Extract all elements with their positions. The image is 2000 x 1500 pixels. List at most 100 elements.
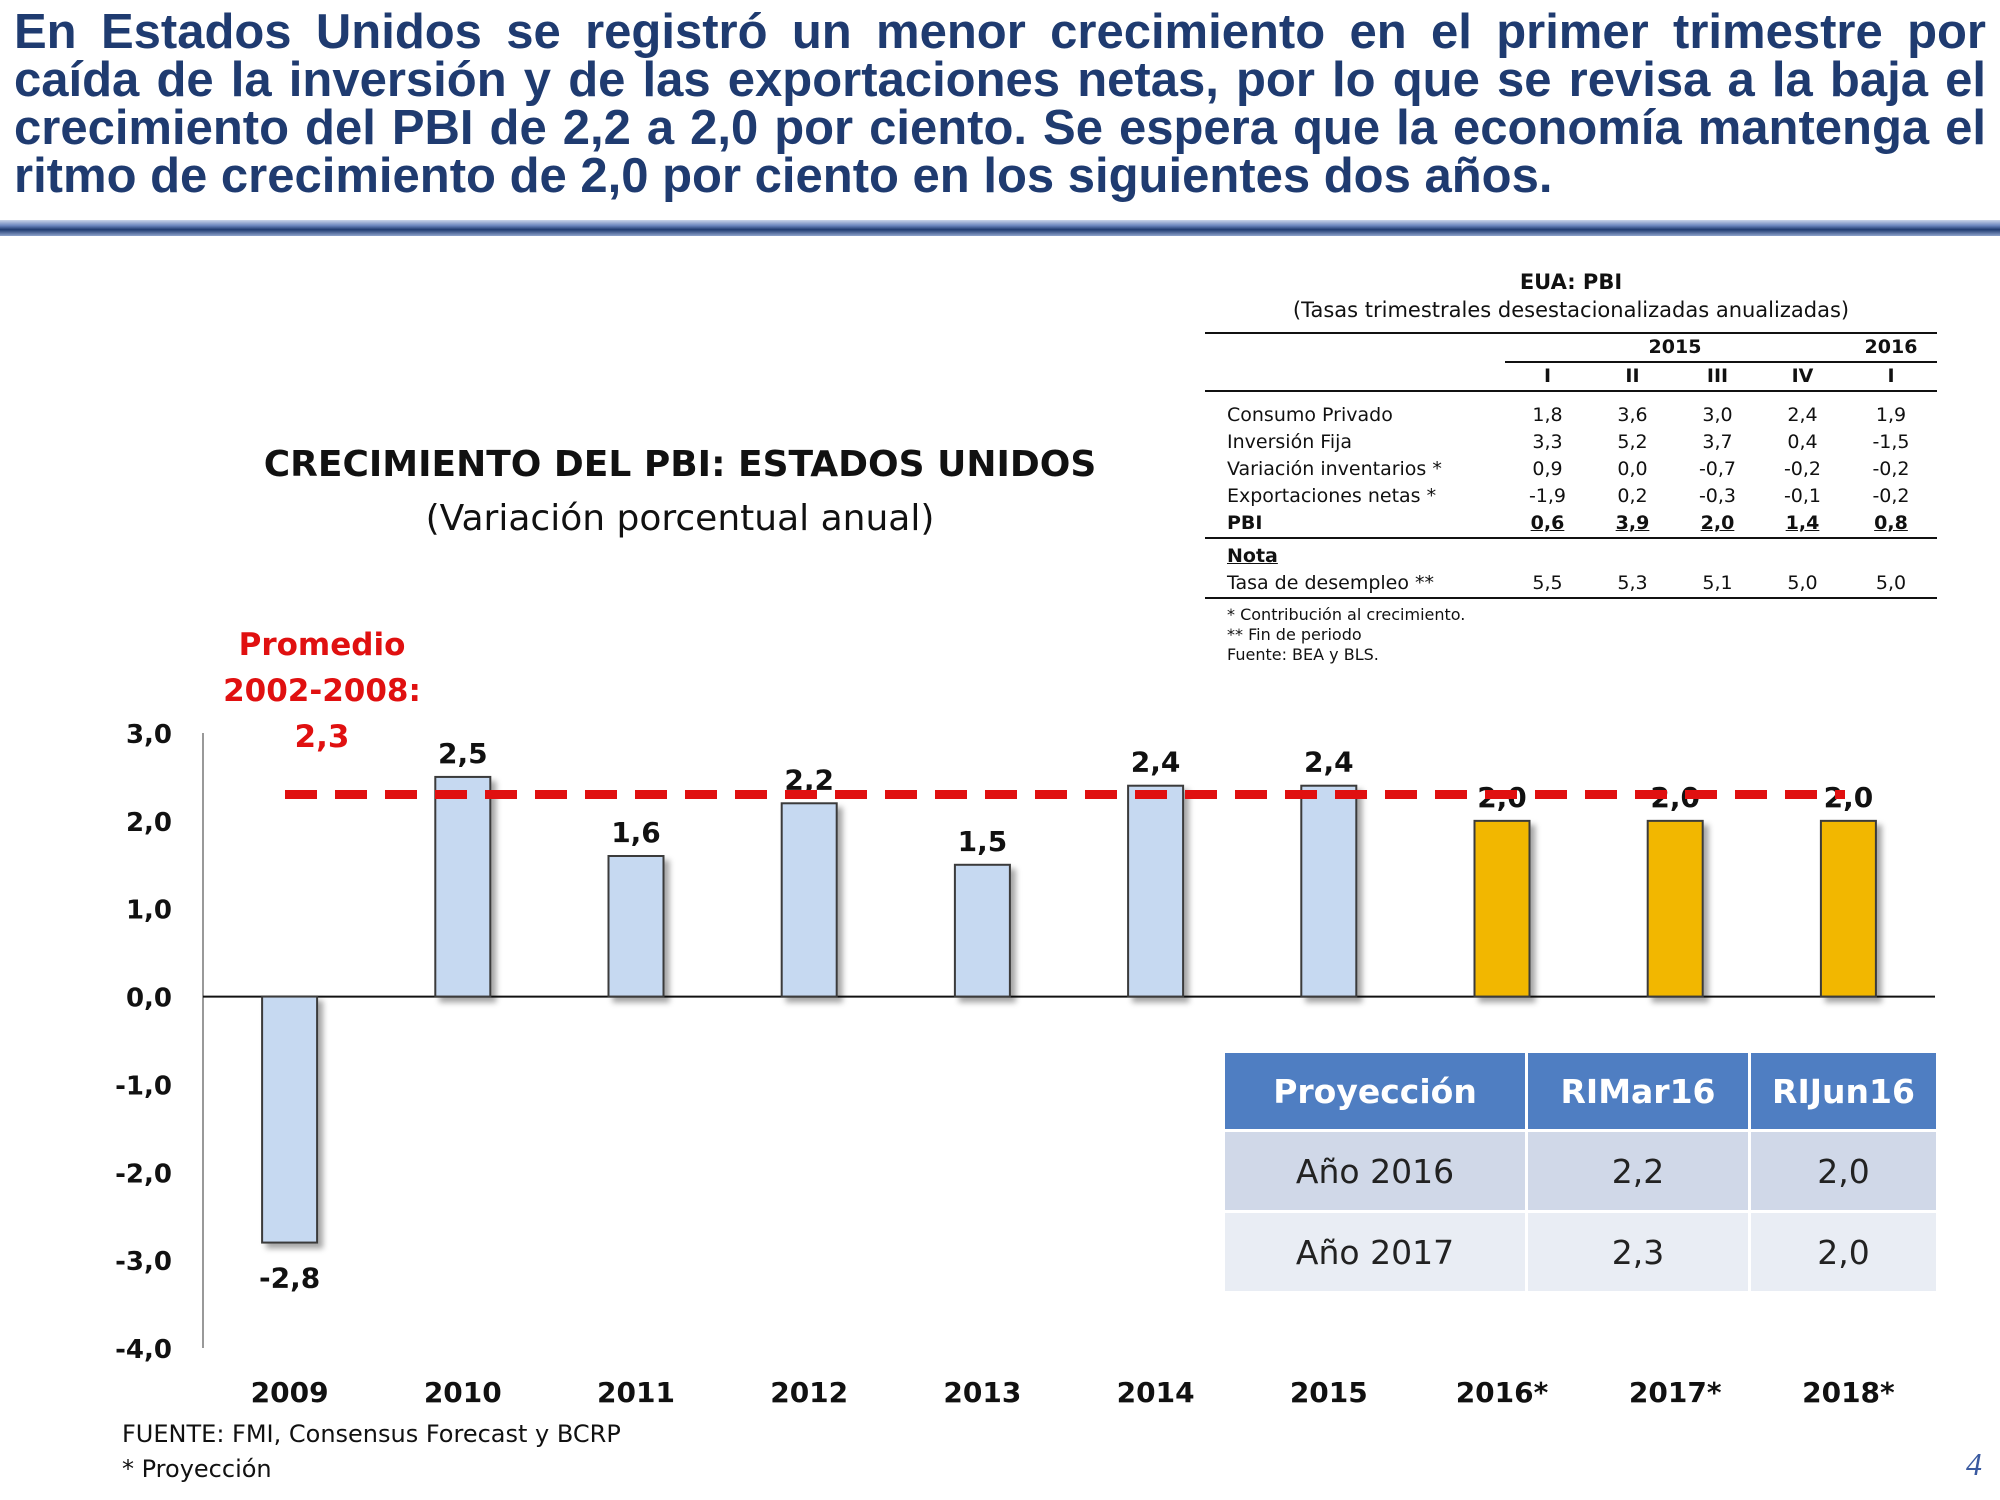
average-label-line2: 2002-2008: bbox=[223, 673, 421, 709]
footnote: ** Fin de periodo bbox=[1227, 625, 1362, 644]
x-axis-labels: 2009 2010 2011 2012 2013 2014 2015 2016* 2017* 20… bbox=[251, 1376, 1895, 1409]
cell: 2,0 bbox=[1751, 1132, 1936, 1210]
y-tick-label: 2,0 bbox=[126, 808, 172, 838]
pbi-row: PBI 0,6 3,9 2,0 1,4 0,8 bbox=[1205, 510, 1937, 538]
cell: -0,7 bbox=[1698, 458, 1737, 480]
cell: 3,0 bbox=[1702, 404, 1733, 426]
cell: 3,7 bbox=[1702, 431, 1733, 453]
cell: -0,2 bbox=[1872, 485, 1910, 507]
bar-2018-proj bbox=[1819, 819, 1877, 998]
cell: -0,1 bbox=[1783, 485, 1822, 507]
cell: 0,6 bbox=[1530, 512, 1565, 534]
row-label: PBI bbox=[1227, 512, 1263, 534]
cell: 0,0 bbox=[1617, 458, 1648, 480]
cell: 1,4 bbox=[1785, 512, 1820, 534]
cell: 0,4 bbox=[1787, 431, 1818, 453]
x-tick-label: 2009 bbox=[251, 1376, 329, 1409]
row-label: Exportaciones netas * bbox=[1227, 485, 1437, 507]
cell: -1,9 bbox=[1528, 485, 1567, 507]
cell: 0,9 bbox=[1532, 458, 1563, 480]
bar-2016-proj bbox=[1473, 819, 1531, 998]
x-tick-label: 2018* bbox=[1802, 1376, 1895, 1409]
table-row: Año 2017 2,3 2,0 bbox=[1225, 1213, 1936, 1291]
projection-note: * Proyección bbox=[122, 1455, 272, 1483]
chart-title: CRECIMIENTO DEL PBI: ESTADOS UNIDOS bbox=[263, 444, 1097, 485]
y-tick-label: 1,0 bbox=[126, 896, 172, 926]
table-row: Consumo Privado 1,8 3,6 3,0 2,4 1,9 bbox=[1205, 402, 1937, 429]
chart-subtitle: (Variación porcentual anual) bbox=[425, 498, 935, 539]
x-tick-label: 2011 bbox=[597, 1376, 675, 1409]
cell: 5,0 bbox=[1787, 572, 1818, 594]
chart-title-block: CRECIMIENTO DEL PBI: ESTADOS UNIDOS (Var… bbox=[180, 438, 1180, 546]
row-label: Tasa de desempleo ** bbox=[1227, 572, 1435, 594]
table-row: Variación inventarios * 0,9 0,0 -0,7 -0,… bbox=[1205, 456, 1937, 483]
header-divider bbox=[0, 220, 2000, 236]
x-tick-label: 2014 bbox=[1117, 1376, 1195, 1409]
value-label: 2,4 bbox=[1304, 746, 1354, 779]
cell: 5,3 bbox=[1617, 572, 1648, 594]
row-label: Consumo Privado bbox=[1227, 404, 1393, 426]
cell: -0,2 bbox=[1783, 458, 1822, 480]
footnote: * Contribución al crecimiento. bbox=[1227, 605, 1466, 624]
bar-2014 bbox=[1127, 784, 1185, 998]
bar-2010 bbox=[434, 775, 492, 998]
value-label: 2,0 bbox=[1824, 781, 1874, 814]
value-label: 2,5 bbox=[438, 737, 488, 770]
projection-header: RIJun16 bbox=[1751, 1053, 1936, 1129]
table-row: Inversión Fija 3,3 5,2 3,7 0,4 -1,5 bbox=[1205, 429, 1937, 456]
cell: 2,0 bbox=[1751, 1213, 1936, 1291]
value-label: 1,5 bbox=[958, 825, 1008, 858]
bar-2015 bbox=[1300, 784, 1358, 998]
quarterly-table-grid: 2015 2016 I II III IV I Consumo Privado … bbox=[1205, 332, 1937, 605]
y-tick-label: 0,0 bbox=[126, 984, 172, 1014]
source-line: FUENTE: FMI, Consensus Forecast y BCRP bbox=[122, 1420, 621, 1448]
x-tick-label: 2010 bbox=[424, 1376, 502, 1409]
y-tick-label: -1,0 bbox=[115, 1071, 172, 1101]
cell: 5,1 bbox=[1702, 572, 1733, 594]
bar-2017-proj bbox=[1646, 819, 1704, 998]
cell: 5,5 bbox=[1532, 572, 1563, 594]
y-tick-label: -3,0 bbox=[115, 1247, 172, 1277]
bar-2011 bbox=[607, 855, 665, 998]
bar-2012 bbox=[780, 802, 838, 998]
cell: Año 2017 bbox=[1225, 1213, 1525, 1291]
cell: 3,6 bbox=[1617, 404, 1648, 426]
bar-2013 bbox=[953, 863, 1011, 998]
cell: 2,4 bbox=[1787, 404, 1818, 426]
cell: 1,9 bbox=[1875, 404, 1907, 426]
footnote: Fuente: BEA y BLS. bbox=[1227, 645, 1379, 664]
row-label: Inversión Fija bbox=[1227, 431, 1353, 453]
cell: 2,0 bbox=[1700, 512, 1735, 534]
average-label-line3: 2,3 bbox=[294, 719, 350, 755]
quarter-header: II bbox=[1625, 365, 1640, 387]
x-tick-label: 2013 bbox=[943, 1376, 1021, 1409]
cell: 0,8 bbox=[1874, 512, 1908, 534]
quarterly-table-subtitle: (Tasas trimestrales desestacionalizadas … bbox=[1292, 298, 1850, 322]
x-tick-label: 2016* bbox=[1456, 1376, 1549, 1409]
cell: 2,2 bbox=[1528, 1132, 1748, 1210]
cell: 2,3 bbox=[1528, 1213, 1748, 1291]
unemployment-row: Tasa de desempleo ** 5,5 5,3 5,1 5,0 5,0 bbox=[1205, 570, 1937, 598]
cell: Año 2016 bbox=[1225, 1132, 1525, 1210]
cell: 5,0 bbox=[1875, 572, 1907, 594]
quarter-header: I bbox=[1887, 365, 1895, 387]
cell: 3,3 bbox=[1532, 431, 1563, 453]
year-2015-header: 2015 bbox=[1505, 332, 1845, 363]
y-tick-label: -4,0 bbox=[115, 1335, 172, 1365]
note-label: Nota bbox=[1227, 545, 1278, 567]
bar-2009 bbox=[261, 995, 319, 1244]
projection-header: Proyección bbox=[1225, 1053, 1525, 1129]
table-row: Exportaciones netas * -1,9 0,2 -0,3 -0,1… bbox=[1205, 483, 1937, 510]
x-tick-label: 2012 bbox=[770, 1376, 848, 1409]
year-2016-header: 2016 bbox=[1845, 332, 1937, 363]
value-label: 2,4 bbox=[1131, 746, 1181, 779]
projection-table: Proyección RIMar16 RIJun16 Año 2016 2,2 … bbox=[1222, 1050, 1939, 1294]
x-tick-label: 2015 bbox=[1290, 1376, 1368, 1409]
cell: 5,2 bbox=[1617, 431, 1648, 453]
table-row: Año 2016 2,2 2,0 bbox=[1225, 1132, 1936, 1210]
quarterly-table-title: EUA: PBI bbox=[1519, 270, 1623, 294]
quarter-header: I bbox=[1543, 365, 1552, 387]
quarter-header: III bbox=[1706, 365, 1729, 387]
quarterly-gdp-table: EUA: PBI (Tasas trimestrales desestacion… bbox=[1205, 268, 1937, 665]
